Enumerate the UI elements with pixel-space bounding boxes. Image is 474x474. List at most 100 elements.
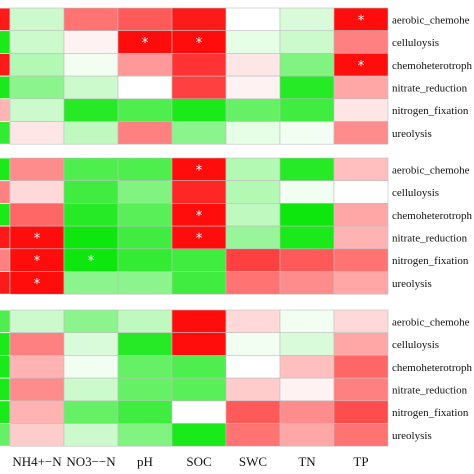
heatmap-cell: [9, 377, 65, 402]
heatmap-cell: [63, 225, 119, 250]
heatmap-cell: [9, 157, 65, 182]
heatmap-cell: [225, 7, 281, 32]
heatmap-cell: [171, 53, 227, 77]
edge-cell: [0, 75, 11, 100]
heatmap-cell: [225, 271, 281, 295]
edge-cell: [0, 53, 11, 77]
heatmap-cell: [9, 75, 65, 100]
heatmap-cell: [225, 121, 281, 145]
edge-cell: [0, 121, 11, 145]
heatmap-cell: [63, 98, 119, 122]
edge-cell: [0, 423, 11, 447]
heatmap-cell: [117, 203, 173, 227]
heatmap-cell: [63, 75, 119, 100]
significance-star: *: [142, 36, 149, 51]
heatmap-cell: [171, 98, 227, 122]
heatmap-cell: [117, 332, 173, 356]
heatmap-cell: [225, 400, 281, 424]
row-label: nitrate_reduction: [392, 232, 468, 244]
heatmap-cell: [117, 423, 173, 447]
heatmap-cell: [279, 7, 335, 32]
heatmap-cell: [117, 309, 173, 334]
heatmap-cell: [171, 309, 227, 334]
row-label: nitrogen_fixation: [392, 105, 469, 117]
significance-star: *: [196, 231, 203, 246]
heatmap-cell: [171, 400, 227, 424]
heatmap-cell: [225, 355, 281, 379]
heatmap-cell: [63, 355, 119, 379]
significance-star: *: [358, 13, 365, 28]
heatmap-panel-2: aerobic_chemohe celluloysis chemoheterotro…: [0, 157, 473, 295]
heatmap-cell: [333, 98, 389, 122]
edge-cell: [0, 354, 11, 379]
heatmap-cell: [279, 400, 335, 424]
heatmap-cell: [333, 355, 389, 379]
heatmap-cell: [225, 180, 281, 204]
heatmap-cell: [117, 98, 173, 122]
edge-cell: [0, 157, 11, 182]
heatmap-cell: [333, 203, 389, 227]
heatmap-cell: [171, 271, 227, 295]
heatmap-cell: [171, 248, 227, 272]
heatmap-cell: [63, 53, 119, 77]
heatmap-cell: [63, 271, 119, 295]
heatmap-cell: [333, 75, 389, 100]
row-label: nitrogen_fixation: [392, 255, 469, 267]
edge-cell: [0, 180, 11, 204]
significance-star: *: [34, 254, 41, 269]
row-label: chemoheterotroph: [392, 210, 473, 222]
edge-cell: [0, 271, 11, 295]
heatmap-cell: [117, 271, 173, 295]
heatmap-cell: [9, 309, 65, 334]
heatmap-cell: [9, 53, 65, 77]
row-label: celluloysis: [392, 187, 439, 199]
heatmap-cell: [333, 271, 389, 295]
heatmap-cell: [9, 30, 65, 54]
significance-star: *: [358, 59, 365, 74]
heatmap-cell: [63, 332, 119, 356]
heatmap-cell: [225, 53, 281, 77]
edge-cell: [0, 225, 11, 250]
heatmap-cell: [63, 121, 119, 145]
edge-cell: [0, 7, 11, 32]
heatmap-cell: [279, 53, 335, 77]
heatmap-cell: [9, 7, 65, 32]
heatmap-cell: [63, 180, 119, 204]
row-label: celluloysis: [392, 339, 439, 351]
heatmap-cell: [171, 75, 227, 100]
row-label: ureolysis: [392, 128, 432, 140]
heatmap-cell: [333, 332, 389, 356]
heatmap-cell: [225, 309, 281, 334]
heatmap-cell: [225, 377, 281, 402]
heatmap-cell: [9, 423, 65, 447]
column-label: pH: [137, 454, 153, 469]
heatmap-cell: [279, 98, 335, 122]
heatmap-cell: [171, 377, 227, 402]
heatmap-cell: [171, 7, 227, 32]
row-label: nitrate_reduction: [392, 82, 468, 94]
heatmap-cell: [9, 355, 65, 379]
heatmap-cell: [225, 332, 281, 356]
heatmap-cell: [333, 400, 389, 424]
column-label: SOC: [186, 454, 211, 469]
heatmap-cell: [63, 400, 119, 424]
heatmap-cell: [279, 203, 335, 227]
heatmap-cell: [279, 423, 335, 447]
edge-cell: [0, 377, 11, 402]
heatmap-cell: [63, 7, 119, 32]
heatmap-cell: [225, 248, 281, 272]
heatmap-cell: [225, 225, 281, 250]
heatmap-cell: [279, 75, 335, 100]
heatmap-cell: [117, 157, 173, 182]
heatmap-cell: [333, 377, 389, 402]
heatmap-cell: [225, 30, 281, 54]
heatmap-cell: [279, 180, 335, 204]
heatmap-cell: [171, 332, 227, 356]
heatmap-cell: [63, 157, 119, 182]
column-label: SWC: [239, 454, 267, 469]
row-label: aerobic_chemohe: [392, 14, 470, 26]
heatmap-cell: [279, 355, 335, 379]
heatmap-cell: [333, 30, 389, 54]
heatmap-cell: [9, 180, 65, 204]
heatmap-cell: [279, 271, 335, 295]
